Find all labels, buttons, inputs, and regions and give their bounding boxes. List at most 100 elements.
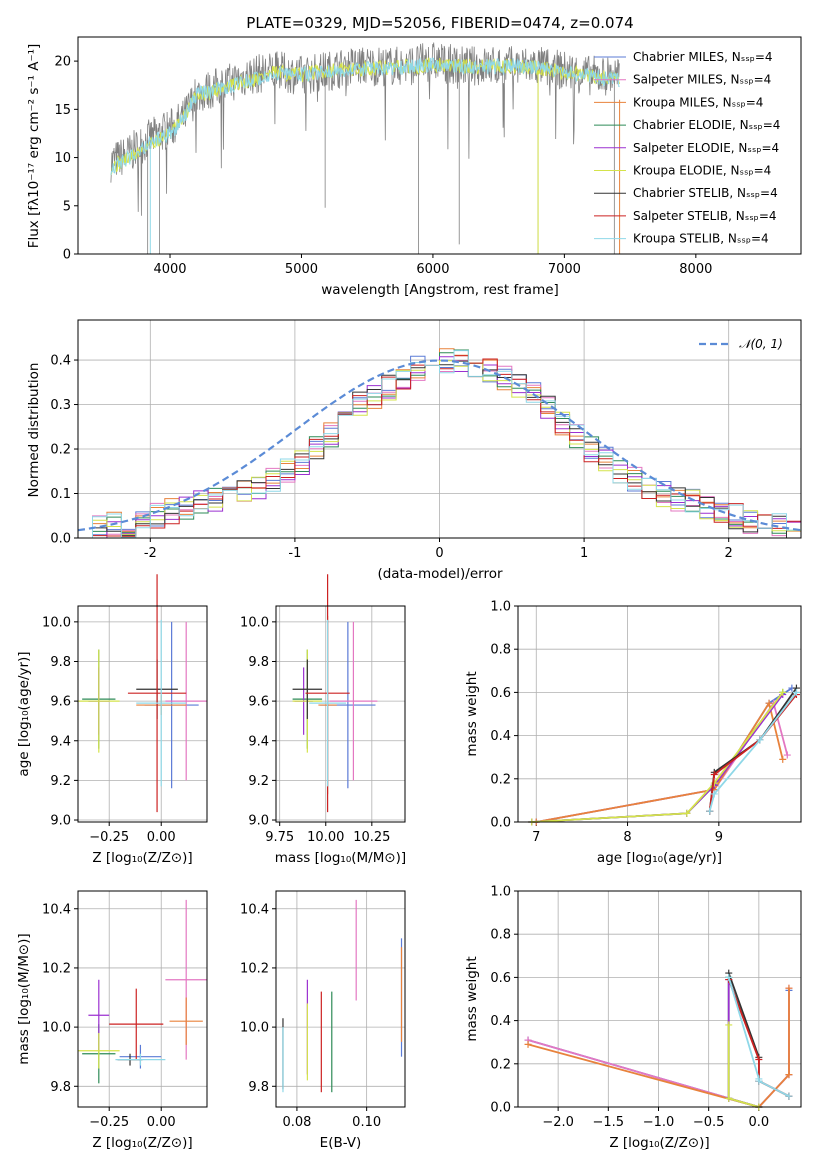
x-tick-label: 7 <box>532 830 540 845</box>
x-axis-label: age [log₁₀(age/yr)] <box>597 850 722 866</box>
weight-marker <box>683 809 691 817</box>
weight-marker <box>756 736 764 744</box>
axes-5 <box>74 891 207 1111</box>
x-tick-label: −1.5 <box>593 1115 625 1130</box>
x-tick-label: −1.0 <box>643 1115 675 1130</box>
x-tick-label: −0.25 <box>89 1115 129 1130</box>
y-tick-label: 9.2 <box>248 774 269 789</box>
x-tick-label: 8 <box>623 830 631 845</box>
x-tick-label: 2 <box>725 546 733 561</box>
weight-marker <box>755 1055 763 1063</box>
weight-marker <box>755 1077 763 1085</box>
y-tick-label: 10.0 <box>240 1021 269 1036</box>
x-tick-label: 0.00 <box>147 830 176 845</box>
weight-line <box>708 694 798 812</box>
y-tick-label: 9.8 <box>50 1080 71 1095</box>
x-tick-label: 6000 <box>416 262 449 277</box>
x-tick-label: −0.5 <box>693 1115 725 1130</box>
axes-frame <box>517 890 802 1108</box>
x-tick-label: 7000 <box>548 262 581 277</box>
x-axis-label: mass [log₁₀(M/M⊙)] <box>275 850 406 866</box>
histogram-step <box>78 350 801 539</box>
y-tick-label: 10.4 <box>42 902 71 917</box>
y-tick-label: 9.6 <box>248 695 269 710</box>
y-axis-label: mass weight <box>464 956 480 1041</box>
y-tick-label: 0.0 <box>50 532 71 547</box>
y-tick-label: 10 <box>54 151 71 166</box>
x-tick-label: 4000 <box>153 262 186 277</box>
legend-label: Kroupa STELIB, Nₛₛₚ=4 <box>633 232 769 246</box>
x-axis-label: Z [log₁₀(Z/Z⊙)] <box>92 850 192 866</box>
axes-frame <box>517 605 802 823</box>
spectrum-lines <box>110 42 621 254</box>
y-tick-label: 0.2 <box>50 443 71 458</box>
y-tick-label: 0 <box>63 248 71 263</box>
y-tick-label: 9.8 <box>248 1080 269 1095</box>
legend-label: Chabrier ELODIE, Nₛₛₚ=4 <box>633 118 780 132</box>
weight-line <box>536 700 784 823</box>
y-tick-label: 10.0 <box>42 615 71 630</box>
y-tick-label: 0.4 <box>490 729 511 744</box>
x-tick-label: 9.75 <box>265 830 294 845</box>
y-tick-label: 10.0 <box>42 1021 71 1036</box>
axes-7 <box>514 890 801 1111</box>
x-tick-label: 0.10 <box>352 1115 381 1130</box>
weight-line <box>536 687 793 823</box>
y-tick-label: 0.4 <box>50 354 71 369</box>
y-tick-label: 0.2 <box>490 772 511 787</box>
weight-line <box>536 701 789 823</box>
x-tick-label: 0.0 <box>749 1115 770 1130</box>
x-tick-label: 8000 <box>679 262 712 277</box>
y-tick-label: 20 <box>54 55 71 70</box>
weight-marker <box>725 1094 733 1102</box>
y-tick-label: 0.6 <box>490 971 511 986</box>
y-tick-label: 15 <box>54 103 71 118</box>
x-axis-label: Z [log₁₀(Z/Z⊙)] <box>92 1135 192 1151</box>
axes-4 <box>514 605 801 826</box>
histogram-step <box>78 360 801 539</box>
legend-label: Chabrier MILES, Nₛₛₚ=4 <box>633 50 773 64</box>
y-tick-label: 1.0 <box>490 885 511 900</box>
legend-label: Salpeter STELIB, Nₛₛₚ=4 <box>633 209 777 223</box>
y-tick-label: 0.0 <box>490 1101 511 1116</box>
weight-marker <box>706 807 714 815</box>
x-tick-label: -2 <box>144 546 157 561</box>
weight-marker <box>792 688 800 696</box>
axes-frame <box>77 319 802 539</box>
legend-label: Salpeter ELODIE, Nₛₛₚ=4 <box>633 141 779 155</box>
y-tick-label: 0.4 <box>490 1014 511 1029</box>
y-axis-label: Flux [fλ10⁻¹⁷ erg cm⁻² s⁻¹ A⁻¹] <box>26 44 42 249</box>
weight-marker <box>785 1071 793 1079</box>
x-tick-label: 9 <box>715 830 723 845</box>
weight-marker <box>725 973 733 981</box>
weight-marker <box>725 1021 733 1029</box>
axes-0 <box>74 60 697 258</box>
weight-line <box>527 988 790 1109</box>
y-tick-label: 10.2 <box>42 961 71 976</box>
x-tick-label: 5000 <box>285 262 318 277</box>
weight-marker <box>710 770 718 778</box>
x-axis-label: E(B-V) <box>320 1135 362 1151</box>
x-axis-label: wavelength [Angstrom, rest frame] <box>321 282 559 298</box>
x-tick-label: 10.00 <box>307 830 344 845</box>
legend-label: 𝒩(0, 1) <box>739 337 783 351</box>
y-tick-label: 9.8 <box>248 655 269 670</box>
x-tick-label: 0.08 <box>282 1115 311 1130</box>
weight-line <box>531 691 784 823</box>
y-tick-label: 0.8 <box>490 928 511 943</box>
axes-frame <box>275 605 406 823</box>
legend-label: Chabrier STELIB, Nₛₛₚ=4 <box>633 186 778 200</box>
legend-label: Kroupa MILES, Nₛₛₚ=4 <box>633 95 763 109</box>
y-tick-label: 5 <box>63 199 71 214</box>
y-tick-label: 10.4 <box>240 902 269 917</box>
weight-marker <box>779 688 787 696</box>
axes-frame <box>77 36 802 255</box>
weight-marker <box>783 751 791 759</box>
x-tick-label: −2.0 <box>542 1115 574 1130</box>
y-tick-label: 0.8 <box>490 643 511 658</box>
axes-6 <box>272 891 405 1111</box>
weight-marker <box>785 1092 793 1100</box>
x-axis-label: Z [log₁₀(Z/Z⊙)] <box>609 1135 709 1151</box>
histogram-step <box>78 349 801 539</box>
